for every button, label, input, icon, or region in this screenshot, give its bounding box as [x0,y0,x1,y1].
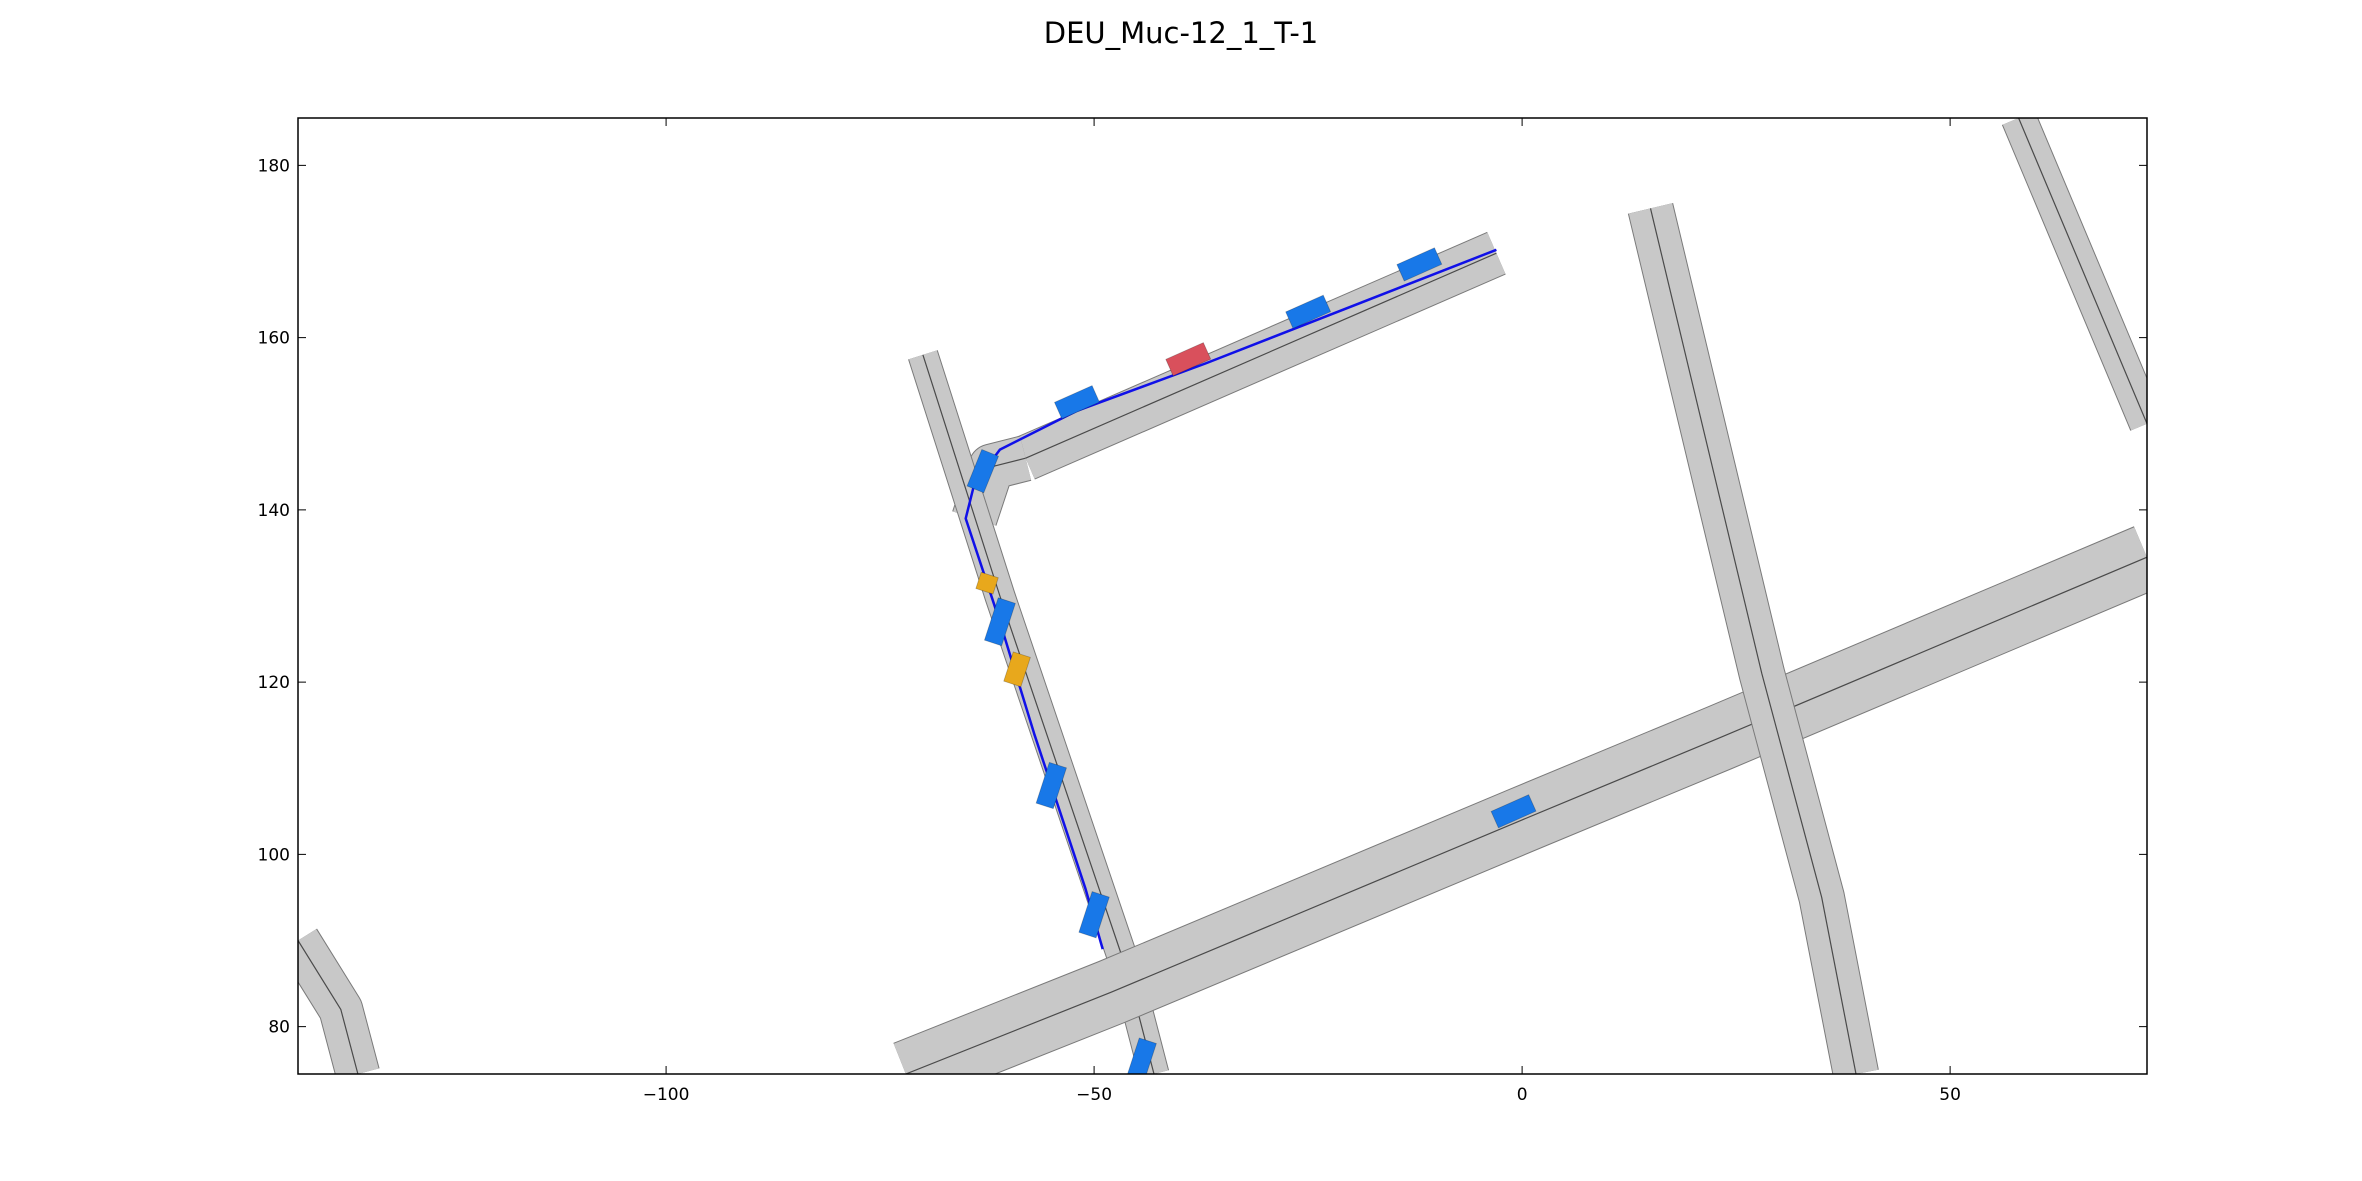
axis-ticks: −100 −50 0 50 80 100 120 140 160 180 [258,118,2147,1105]
road-west-vertical [908,350,1170,1074]
road-main-diagonal [893,526,2147,1074]
road-northeast-road [2001,118,2147,431]
road-east-vertical [1627,202,1879,1074]
y-tick-label: 120 [258,673,290,693]
y-tick-label: 180 [258,156,290,176]
other-vehicle [1035,761,1067,810]
ego-vehicle [1165,342,1212,377]
route-line [964,248,1497,950]
other-vehicle [1285,294,1332,329]
road-southwest-curve [298,928,380,1074]
other-vehicle [1053,385,1100,420]
page-title: DEU_Muc-12_1_T-1 [1043,16,1319,50]
road-network [298,118,2147,1074]
lane-centerline [922,354,1155,1074]
other-vehicle [1125,1037,1157,1074]
lane-centerline [905,556,2147,1074]
x-tick-label: 50 [1939,1085,1961,1105]
planned-route [964,248,1497,950]
road-surface [298,929,379,1074]
y-tick-label: 100 [258,845,290,865]
other-vehicle [983,597,1016,647]
x-tick-label: 0 [1517,1085,1528,1105]
plot-frame [297,117,2148,1075]
y-tick-label: 80 [268,1018,290,1038]
lane-centerline [1649,208,1857,1074]
lane-centerline [1025,252,1497,459]
lane-centerline [2018,118,2147,424]
other-vehicle [966,448,1000,494]
x-tick-label: −100 [643,1085,690,1105]
vehicles [966,247,1537,1074]
x-tick-label: −50 [1076,1085,1112,1105]
other-vehicle [1396,247,1443,282]
y-tick-label: 160 [258,329,290,349]
y-tick-label: 140 [258,501,290,521]
highlight-vehicle [975,571,999,595]
other-vehicle [1078,891,1110,939]
lane-centerline [298,940,359,1074]
road-north-segment [1016,231,1506,480]
other-vehicle [1490,794,1537,829]
highlight-vehicle [1003,651,1031,688]
